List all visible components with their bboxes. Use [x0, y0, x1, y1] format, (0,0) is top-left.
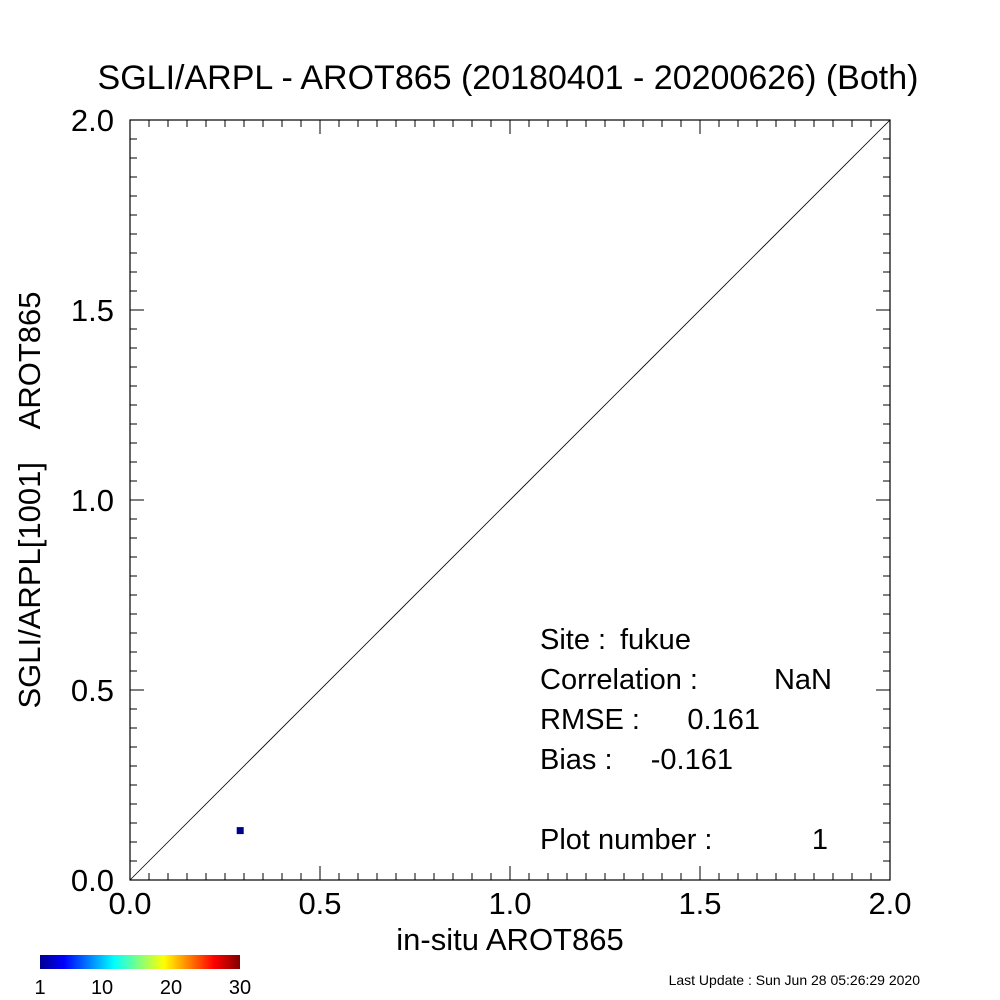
x-tick-label: 0.5 — [298, 886, 341, 921]
y-tick-label: 1.5 — [71, 293, 114, 328]
plot-number-value: 1 — [812, 824, 828, 856]
y-axis-label: SGLI/ARPL[1001] AROT865 — [12, 291, 47, 708]
x-tick-label: 1.5 — [678, 886, 721, 921]
x-tick-label: 1.0 — [488, 886, 531, 921]
site-value: fukue — [620, 624, 691, 656]
stats-box: Site : fukue Correlation : NaN RMSE : 0.… — [540, 624, 832, 856]
minor-ticks — [130, 120, 890, 880]
rmse-value: 0.161 — [687, 704, 760, 736]
x-tick-labels: 0.0 0.5 1.0 1.5 2.0 — [108, 886, 911, 921]
colorbar-tick-labels: 1 10 20 30 — [34, 977, 251, 999]
one-to-one-line — [129, 119, 891, 881]
y-tick-label: 0.5 — [71, 673, 114, 708]
colorbar-tick-label: 10 — [91, 977, 113, 999]
rmse-label: RMSE : — [540, 704, 640, 736]
colorbar-tick-label: 30 — [229, 977, 251, 999]
bias-value: -0.161 — [651, 744, 733, 776]
colorbar — [40, 955, 240, 969]
y-tick-label: 2.0 — [71, 103, 114, 138]
data-point — [236, 827, 244, 835]
x-tick-label: 0.0 — [108, 886, 151, 921]
last-update: Last Update : Sun Jun 28 05:26:29 2020 — [669, 972, 921, 988]
correlation-value: NaN — [774, 664, 832, 696]
y-tick-label: 1.0 — [71, 483, 114, 518]
colorbar-tick-label: 1 — [34, 977, 45, 999]
major-ticks — [129, 119, 891, 881]
chart-title: SGLI/ARPL - AROT865 (20180401 - 20200626… — [98, 59, 919, 97]
data-points — [236, 827, 244, 835]
y-tick-labels: 0.0 0.5 1.0 1.5 2.0 — [71, 103, 114, 898]
plot-number-label: Plot number : — [540, 824, 712, 856]
y-tick-label: 0.0 — [71, 863, 114, 898]
correlation-label: Correlation : — [540, 664, 698, 696]
x-tick-label: 2.0 — [868, 886, 911, 921]
colorbar-tick-label: 20 — [160, 977, 182, 999]
x-axis-label: in-situ AROT865 — [396, 922, 623, 957]
site-label: Site : — [540, 624, 606, 656]
bias-label: Bias : — [540, 744, 613, 776]
